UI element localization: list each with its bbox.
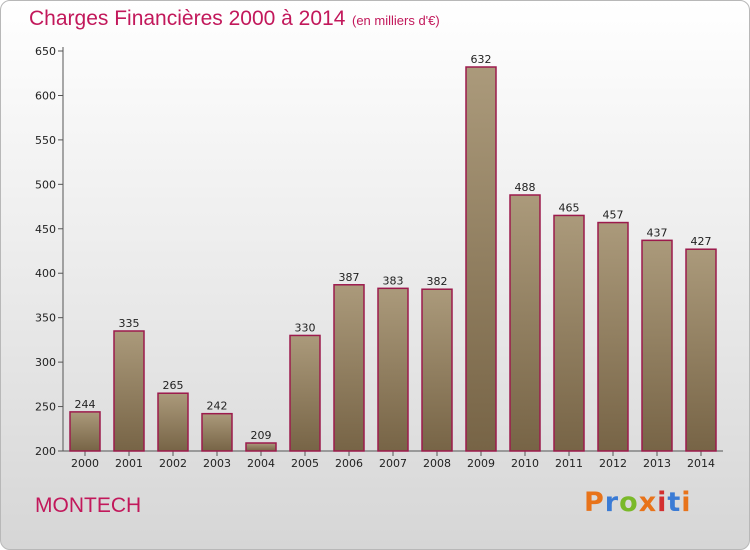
logo-letter: r <box>604 487 620 518</box>
bar <box>465 66 497 452</box>
bar <box>69 411 101 452</box>
x-tick-label: 2001 <box>115 457 143 470</box>
x-tick-label: 2006 <box>335 457 363 470</box>
bar <box>641 239 673 452</box>
bar <box>685 248 717 452</box>
chart-title: Charges Financières 2000 à 2014 <box>29 7 346 30</box>
bar-value-label: 383 <box>383 274 404 287</box>
y-tick-label: 300 <box>35 356 56 369</box>
bar-value-label: 427 <box>691 235 712 248</box>
proxiti-logo[interactable]: Proxiti <box>584 487 692 518</box>
bar <box>509 194 541 452</box>
x-tick-label: 2009 <box>467 457 495 470</box>
logo-letter: o <box>619 487 639 518</box>
bar-value-label: 387 <box>339 271 360 284</box>
y-tick-label: 600 <box>35 89 56 102</box>
x-tick-label: 2004 <box>247 457 275 470</box>
x-tick-label: 2007 <box>379 457 407 470</box>
bar <box>289 334 321 452</box>
logo-letter: x <box>638 487 658 518</box>
x-tick-label: 2008 <box>423 457 451 470</box>
y-tick-label: 400 <box>35 267 56 280</box>
bar-value-label: 330 <box>295 321 316 334</box>
bar-value-label: 632 <box>471 53 492 66</box>
x-axis: 2000 2001 2002 2003 2004 2005 2006 2007 2008 2009… <box>63 450 723 470</box>
commune-name: MONTECH <box>35 494 142 517</box>
x-tick-label: 2002 <box>159 457 187 470</box>
x-tick-label: 2011 <box>555 457 583 470</box>
y-tick-label: 550 <box>35 134 56 147</box>
bars: 244 335 265 242 209 330 387 383 382 632 488 465 457 4… <box>69 53 717 452</box>
bar <box>421 288 453 452</box>
bar-value-label: 465 <box>559 201 580 214</box>
x-tick-label: 2014 <box>687 457 715 470</box>
bar <box>157 392 189 452</box>
bar-value-label: 209 <box>251 429 272 442</box>
y-tick-label: 450 <box>35 223 56 236</box>
y-tick-label: 650 <box>35 45 56 58</box>
bar-value-label: 457 <box>603 209 624 222</box>
bar <box>333 284 365 452</box>
x-tick-label: 2000 <box>71 457 99 470</box>
bar <box>201 412 233 452</box>
y-tick-label: 200 <box>35 445 56 458</box>
bar <box>245 442 277 452</box>
bar-value-label: 437 <box>647 226 668 239</box>
logo-letter: i <box>681 487 692 518</box>
logo-letter: t <box>667 487 682 518</box>
x-tick-label: 2012 <box>599 457 627 470</box>
bar <box>377 287 409 452</box>
logo-letter: i <box>657 487 668 518</box>
bar <box>553 214 585 452</box>
x-tick-label: 2010 <box>511 457 539 470</box>
bar-value-label: 382 <box>427 275 448 288</box>
x-tick-label: 2013 <box>643 457 671 470</box>
bar-value-label: 242 <box>207 400 228 413</box>
bar <box>113 330 145 452</box>
bar-value-label: 244 <box>75 398 96 411</box>
bar-value-label: 335 <box>119 317 140 330</box>
x-tick-label: 2005 <box>291 457 319 470</box>
x-tick-label: 2003 <box>203 457 231 470</box>
chart-subtitle: (en milliers d'€) <box>352 13 440 28</box>
y-tick-label: 350 <box>35 312 56 325</box>
bar-value-label: 265 <box>163 379 184 392</box>
y-tick-label: 250 <box>35 401 56 414</box>
y-axis: 200 250 300 350 400 450 500 550 600 650 <box>35 45 64 458</box>
logo-letter: P <box>584 487 605 518</box>
bar <box>597 221 629 452</box>
bar-value-label: 488 <box>515 181 536 194</box>
y-tick-label: 500 <box>35 178 56 191</box>
